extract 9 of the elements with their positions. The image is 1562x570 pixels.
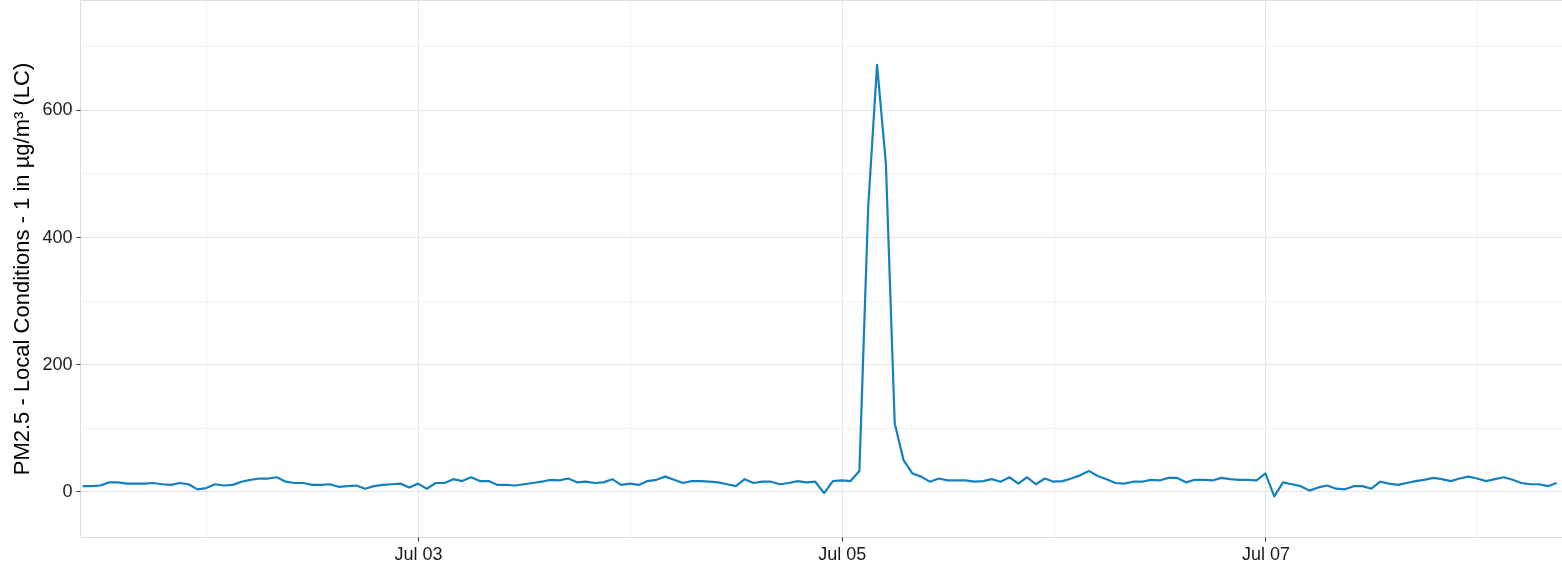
y-tick-label: 0: [62, 480, 73, 501]
x-tick-label: Jul 05: [818, 543, 867, 564]
y-tick-label: 600: [42, 99, 73, 120]
y-axis-title: PM2.5 - Local Conditions - 1 in µg/m³ (LC): [9, 62, 35, 476]
y-tick-label: 400: [42, 226, 73, 247]
y-tick-label: 200: [42, 353, 73, 374]
line-series: [81, 63, 1558, 498]
x-tick-label: Jul 03: [394, 543, 443, 564]
x-tick-label: Jul 07: [1241, 543, 1290, 564]
